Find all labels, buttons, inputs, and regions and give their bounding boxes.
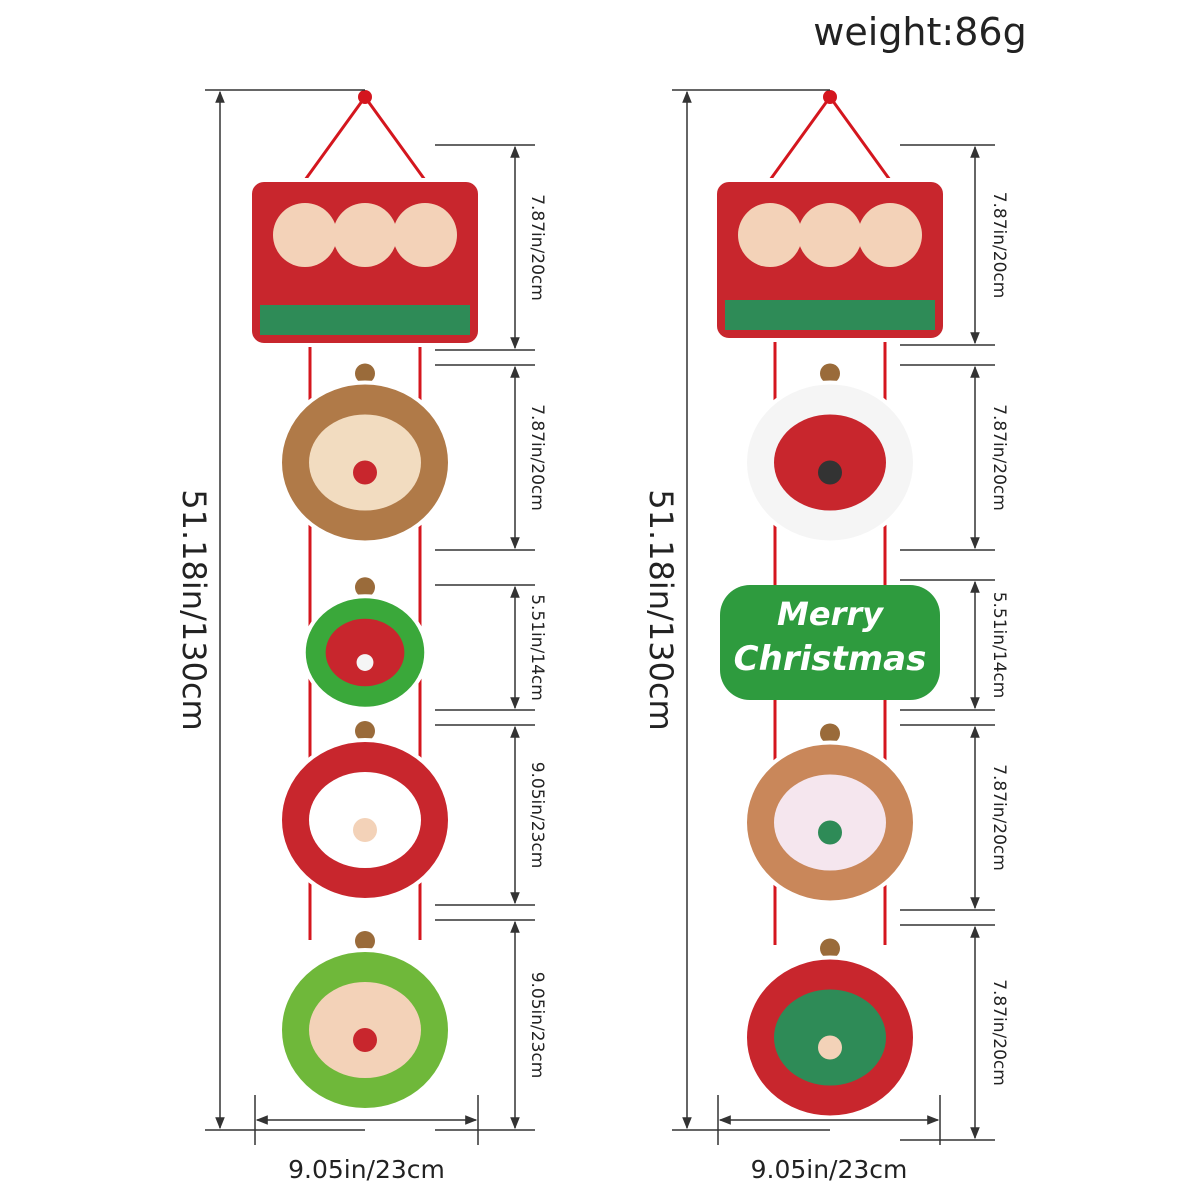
ornament-nose (818, 1035, 842, 1060)
ornament-cap (820, 938, 840, 959)
sign-text: Christmas (734, 639, 927, 679)
ornament-nose (353, 1028, 377, 1052)
piece-size-label: 7.87in/20cm (989, 404, 1009, 511)
piece-size-label: 9.05in/23cm (527, 972, 547, 1079)
character-face (393, 203, 457, 267)
ornament-cap (355, 721, 375, 741)
ornament (713, 178, 947, 342)
gift-boxes (260, 305, 470, 335)
character-face (273, 203, 337, 267)
ornament-cap (355, 577, 375, 598)
ornament (248, 178, 482, 347)
piece-size-label: 9.05in/23cm (527, 762, 547, 869)
character-face (738, 203, 802, 267)
ornament-body (720, 585, 940, 700)
hanger-string (768, 94, 892, 181)
piece-size-label: 7.87in/20cm (989, 979, 1009, 1086)
ornament-face (325, 618, 405, 687)
ornament-nose (353, 460, 377, 485)
ornament-nose (818, 460, 842, 485)
ornament (301, 577, 429, 711)
gift-boxes (725, 300, 935, 330)
character-face (798, 203, 862, 267)
piece-size-label: 7.87in/20cm (527, 404, 547, 511)
piece-size-label: 5.51in/14cm (989, 592, 1009, 699)
piece-size-label: 7.87in/20cm (989, 764, 1009, 871)
piece-size-label: 7.87in/20cm (527, 194, 547, 301)
width-label: 9.05in/23cm (751, 1155, 908, 1184)
character-face (858, 203, 922, 267)
ornament (743, 723, 917, 905)
ornament-nose (353, 818, 377, 842)
ornament (278, 363, 452, 545)
total-length-label: 51.18in/130cm (642, 489, 680, 730)
ornament-cap (355, 363, 375, 384)
ornament (743, 363, 917, 545)
weight-label: weight:86g (813, 10, 1026, 54)
piece-size-label: 5.51in/14cm (527, 594, 547, 701)
total-length-label: 51.18in/130cm (175, 489, 213, 730)
ornament (278, 721, 452, 902)
ornament-cap (820, 723, 840, 744)
ornament-nose (356, 654, 374, 671)
ornament-cap (355, 931, 375, 951)
hanger-string (303, 94, 427, 181)
piece-size-label: 7.87in/20cm (989, 192, 1009, 299)
ornament-cap (820, 363, 840, 384)
width-label: 9.05in/23cm (288, 1155, 445, 1184)
ornament (743, 938, 917, 1120)
ornament (278, 931, 452, 1112)
ornament-nose (818, 820, 842, 845)
ornament: Merry Christmas (720, 585, 940, 700)
sign-text: Merry (777, 595, 884, 633)
character-face (333, 203, 397, 267)
